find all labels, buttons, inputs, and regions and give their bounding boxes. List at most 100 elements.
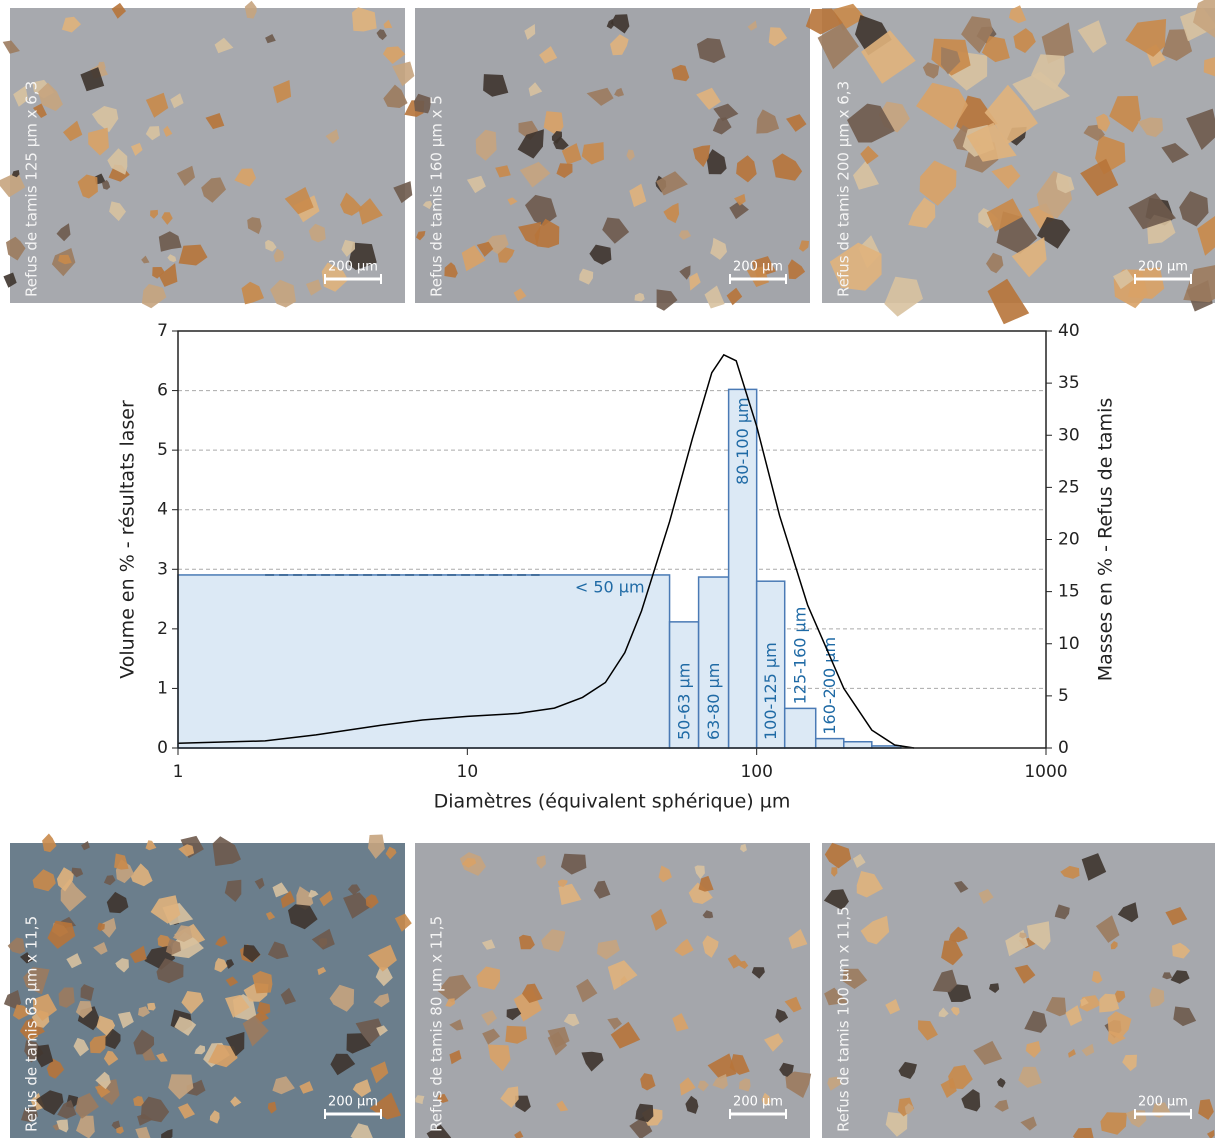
particle [7,937,26,954]
particle [679,265,691,280]
y2-tick-label: 15 [1058,582,1080,602]
photo-label: Refus de tamis 63 µm x 11,5 [23,916,41,1132]
particle [32,869,56,892]
particle [954,881,969,893]
particle [788,259,806,280]
particle [634,292,645,302]
particle [1045,997,1067,1017]
photo-label: Refus de tamis 100 µm x 11,5 [835,906,853,1132]
particle [1065,1005,1083,1026]
particle [107,148,128,175]
particle [517,129,544,159]
particle [734,193,746,206]
particle [1037,217,1071,249]
particle [563,1013,580,1027]
particle [672,1013,689,1032]
particle [178,1103,195,1119]
particle [556,1100,569,1112]
scale-label: 200 µm [328,1095,378,1110]
bar-label: 80-100 µm [733,397,752,485]
particle [422,200,433,210]
particle [370,1061,389,1084]
particle [805,8,843,35]
particle [376,29,387,41]
particle [541,929,566,952]
photo-label: Refus de tamis 80 µm x 11,5 [428,916,446,1132]
particle [1019,932,1028,939]
particle [560,853,587,875]
particle [161,212,173,225]
particle [729,201,749,220]
particle [884,276,923,317]
particle [966,122,1017,162]
particle [1012,71,1070,111]
particle [111,1120,121,1130]
particle [176,165,195,186]
particle [1068,1049,1076,1058]
particle [321,262,349,292]
particle [225,976,239,987]
particle [81,841,90,851]
particle [244,0,257,19]
particle [38,82,63,112]
particle [626,149,635,161]
particle [343,892,372,919]
particle [186,1079,206,1096]
particle [20,952,33,964]
particle [547,1031,567,1056]
bar-label: 100-125 µm [761,642,780,740]
particle [487,1044,511,1072]
y-tick-label: 1 [157,678,168,698]
particle [842,968,868,989]
particle [158,231,182,252]
particle [77,174,98,199]
particle [63,120,83,142]
particle [80,67,105,92]
particle [1165,907,1188,926]
particle [272,1076,295,1095]
particle [712,1074,728,1090]
particle [103,875,116,886]
particle [437,974,472,1003]
particle [852,853,866,868]
particle [775,1008,789,1023]
particle [340,192,363,216]
particle [368,834,385,859]
particle [376,1025,388,1037]
particle [950,1006,960,1016]
particle [528,82,543,97]
particle [1072,1127,1094,1138]
particle [111,2,126,19]
photo-background [822,843,1215,1138]
bar [177,574,671,749]
particle [779,1062,794,1077]
particle [938,1007,949,1018]
y-tick-label: 6 [157,381,168,401]
particle [483,74,509,97]
particle [1113,269,1135,290]
particle [514,1130,524,1138]
particle [208,1044,238,1068]
particle [1122,1054,1137,1072]
particle [710,237,727,260]
particle [66,953,82,969]
particle [640,1073,656,1091]
particle [273,248,285,263]
particle [150,895,181,924]
particle [678,230,692,240]
particle [536,855,546,869]
particle [1025,1041,1041,1058]
y2-tick-label: 10 [1058,634,1080,654]
particle [1207,1129,1215,1138]
photo: Refus de tamis 63 µm x 11,5 200 µm [3,833,412,1138]
particle [142,1047,157,1061]
particle [1197,216,1215,256]
particle [629,183,647,208]
particle [247,217,262,235]
scale-label: 200 µm [1138,260,1188,275]
particle [89,1034,107,1054]
particle [919,160,957,206]
particle [105,1028,121,1050]
particle [88,127,109,156]
particle [350,1123,373,1138]
